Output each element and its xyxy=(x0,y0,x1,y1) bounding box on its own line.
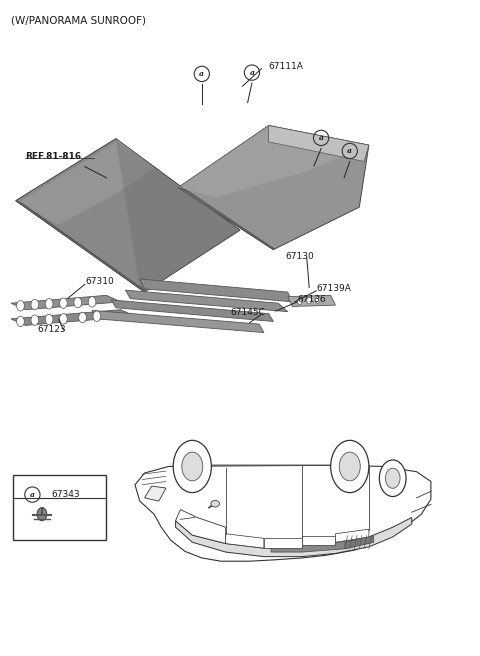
Circle shape xyxy=(60,298,67,308)
Text: a: a xyxy=(319,134,324,142)
Text: (W/PANORAMA SUNROOF): (W/PANORAMA SUNROOF) xyxy=(11,16,146,26)
Polygon shape xyxy=(226,534,264,548)
Text: REF.81-816: REF.81-816 xyxy=(25,152,82,161)
Circle shape xyxy=(385,468,400,488)
Polygon shape xyxy=(111,300,274,321)
Polygon shape xyxy=(16,201,144,292)
Text: a: a xyxy=(347,147,352,155)
Circle shape xyxy=(31,299,38,310)
Polygon shape xyxy=(302,536,336,545)
Circle shape xyxy=(45,298,53,309)
Polygon shape xyxy=(178,188,274,250)
Polygon shape xyxy=(11,295,120,310)
Text: 67136: 67136 xyxy=(297,295,326,304)
Ellipse shape xyxy=(211,501,219,507)
Polygon shape xyxy=(271,536,373,552)
Circle shape xyxy=(307,297,312,304)
Polygon shape xyxy=(264,539,302,548)
Circle shape xyxy=(17,300,24,311)
Text: a: a xyxy=(250,69,254,77)
Polygon shape xyxy=(269,125,369,161)
Text: 67145C: 67145C xyxy=(230,308,265,317)
Polygon shape xyxy=(140,279,292,302)
Circle shape xyxy=(315,297,320,303)
Polygon shape xyxy=(16,138,240,292)
Circle shape xyxy=(88,297,96,307)
Polygon shape xyxy=(116,140,240,292)
Text: 67343: 67343 xyxy=(51,490,80,499)
Text: 67123: 67123 xyxy=(37,325,66,335)
Circle shape xyxy=(93,311,101,321)
Polygon shape xyxy=(178,125,369,197)
Circle shape xyxy=(331,440,369,493)
Text: 67139A: 67139A xyxy=(316,284,351,293)
Polygon shape xyxy=(178,125,369,250)
Polygon shape xyxy=(144,486,166,501)
Polygon shape xyxy=(135,465,431,561)
Polygon shape xyxy=(176,518,412,557)
Circle shape xyxy=(79,312,86,323)
Text: 67310: 67310 xyxy=(85,277,114,286)
Polygon shape xyxy=(18,140,154,225)
Polygon shape xyxy=(288,295,336,306)
Circle shape xyxy=(31,315,38,325)
Text: 67111A: 67111A xyxy=(269,62,303,72)
Circle shape xyxy=(379,460,406,497)
Circle shape xyxy=(37,508,47,521)
Circle shape xyxy=(17,316,24,327)
Circle shape xyxy=(182,452,203,481)
Polygon shape xyxy=(336,529,369,543)
Circle shape xyxy=(339,452,360,481)
Circle shape xyxy=(74,297,82,308)
Circle shape xyxy=(60,314,67,324)
Polygon shape xyxy=(345,536,373,549)
Polygon shape xyxy=(92,310,264,333)
Polygon shape xyxy=(125,290,288,312)
FancyBboxPatch shape xyxy=(13,475,107,541)
Circle shape xyxy=(45,314,53,325)
Circle shape xyxy=(297,298,302,304)
Circle shape xyxy=(173,440,211,493)
Text: 67130: 67130 xyxy=(285,252,314,260)
Polygon shape xyxy=(11,310,135,325)
Text: a: a xyxy=(199,70,204,78)
Polygon shape xyxy=(176,510,226,544)
Text: a: a xyxy=(30,491,35,499)
